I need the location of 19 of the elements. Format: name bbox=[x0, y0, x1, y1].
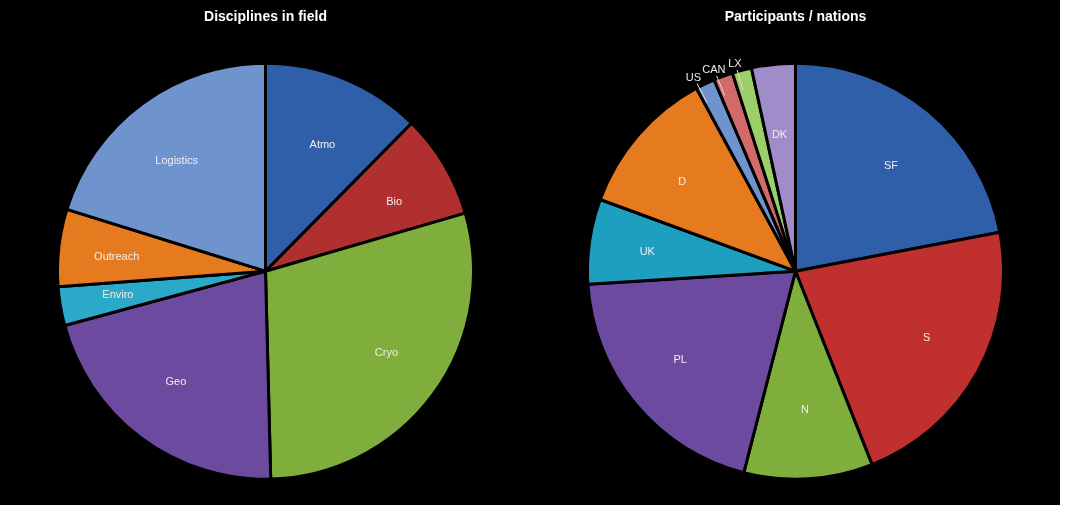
slice-label: LX bbox=[728, 56, 743, 69]
slice-label: SF bbox=[883, 159, 899, 172]
chart-title: Disciplines in field bbox=[204, 7, 327, 24]
slice-label: Logistics bbox=[155, 154, 199, 167]
slice-label: PL bbox=[673, 352, 687, 365]
slice-label: Atmo bbox=[309, 137, 336, 150]
slice-label: US bbox=[685, 70, 702, 83]
slice-label: Enviro bbox=[102, 288, 134, 301]
slice-label: Bio bbox=[386, 194, 403, 207]
slice-label: N bbox=[800, 402, 809, 415]
slice-label: S bbox=[923, 331, 931, 344]
slice-label: DK bbox=[771, 128, 788, 141]
slice-label: Cryo bbox=[374, 346, 398, 359]
slice-label: Geo bbox=[165, 375, 187, 388]
slice-label: CAN bbox=[702, 62, 726, 75]
slice-label: D bbox=[678, 175, 687, 188]
chart-title: Participants / nations bbox=[724, 7, 867, 24]
slice-label: UK bbox=[639, 245, 656, 258]
slice-label: Outreach bbox=[94, 249, 140, 262]
